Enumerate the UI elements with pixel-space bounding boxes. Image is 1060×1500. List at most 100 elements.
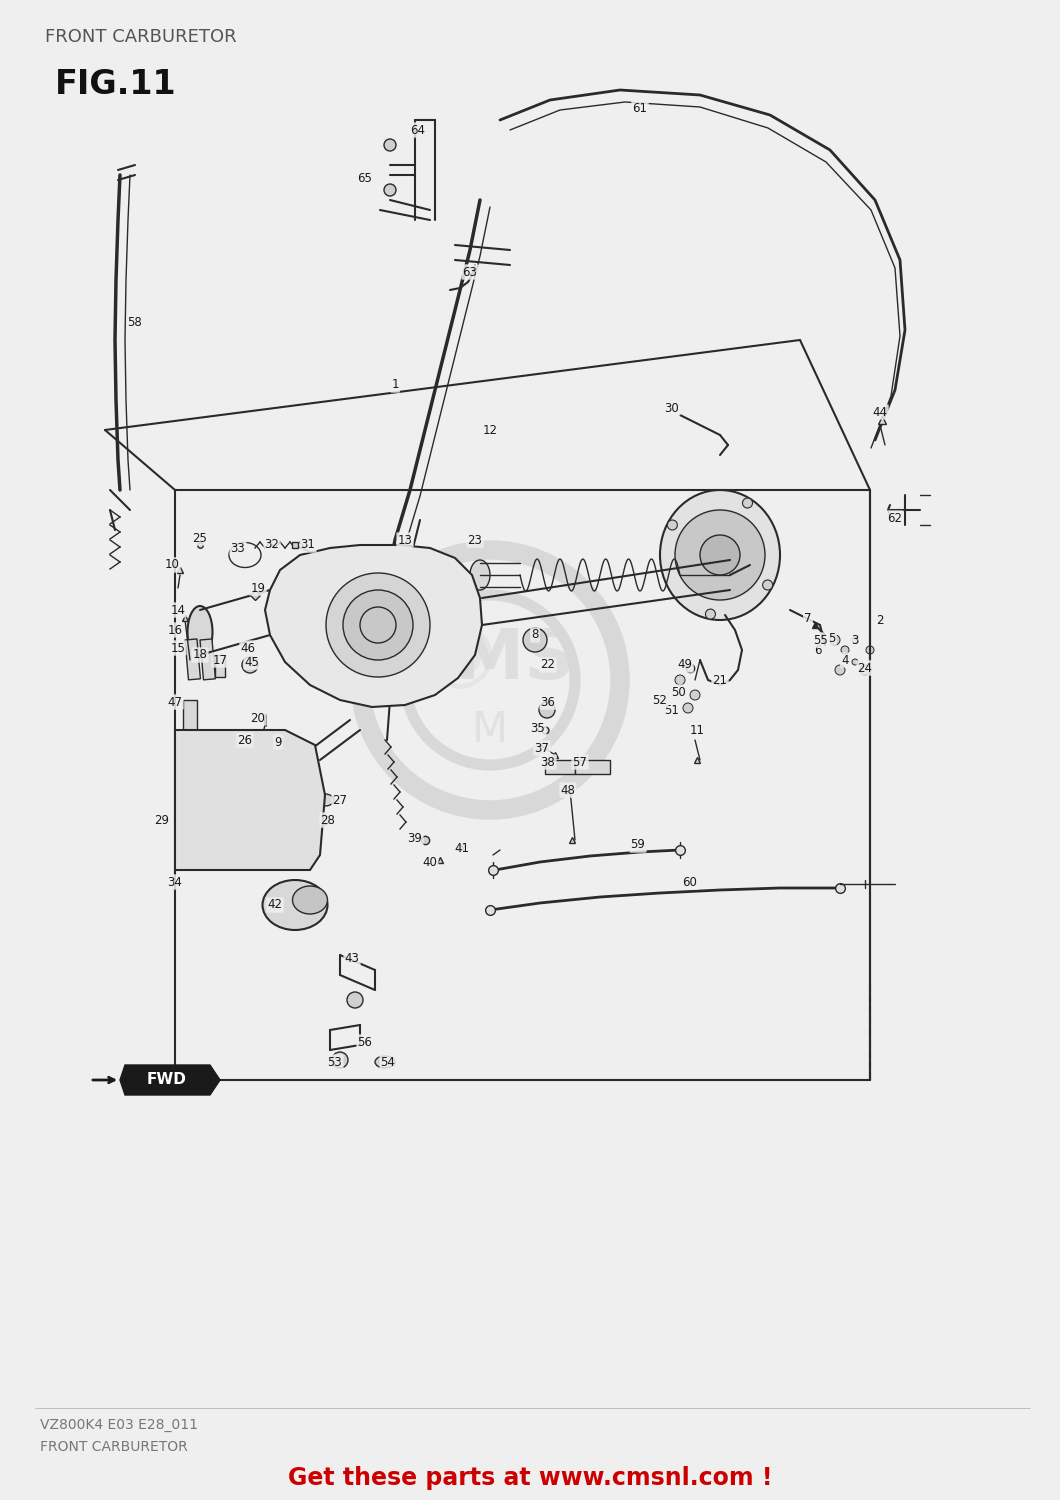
Ellipse shape [263,880,328,930]
Text: 61: 61 [633,102,648,114]
Bar [575,760,610,774]
Circle shape [347,992,363,1008]
Text: 43: 43 [344,951,359,964]
Text: 44: 44 [872,405,887,418]
Circle shape [384,140,396,152]
Text: CMS: CMS [405,627,576,693]
Text: 18: 18 [193,648,208,662]
Ellipse shape [470,560,490,590]
Text: 6: 6 [814,644,822,657]
Circle shape [538,702,555,718]
Text: 37: 37 [534,741,549,754]
Text: 60: 60 [683,876,697,888]
Circle shape [332,1052,348,1068]
Text: 7: 7 [805,612,812,624]
Circle shape [523,628,547,652]
Text: 8: 8 [531,628,538,642]
Text: 38: 38 [541,756,555,768]
Circle shape [343,590,413,660]
Circle shape [852,638,858,644]
Text: 12: 12 [482,423,497,436]
Text: VZ800K4 E03 E28_011: VZ800K4 E03 E28_011 [40,1418,198,1432]
Text: Get these parts at www.cmsnl.com !: Get these parts at www.cmsnl.com ! [287,1466,773,1490]
Polygon shape [175,730,325,870]
Circle shape [860,664,870,675]
Circle shape [242,657,258,674]
Bar [186,639,200,680]
Text: 46: 46 [241,642,255,654]
Ellipse shape [293,886,328,914]
Text: 19: 19 [250,582,265,594]
Text: 25: 25 [193,531,208,544]
Text: 52: 52 [653,693,668,706]
Circle shape [668,520,677,530]
Text: 59: 59 [631,839,646,852]
Bar [215,656,225,676]
Circle shape [762,580,773,590]
Text: 39: 39 [407,831,423,844]
Text: 10: 10 [164,558,179,572]
Text: M: M [472,710,508,752]
Text: 31: 31 [301,538,316,552]
Text: 4: 4 [842,654,849,666]
Circle shape [866,646,874,654]
Text: 33: 33 [231,542,245,555]
Text: 34: 34 [167,876,182,888]
Text: 22: 22 [541,658,555,672]
Text: 32: 32 [265,538,280,552]
Text: 27: 27 [333,794,348,807]
Text: 28: 28 [320,813,335,826]
Circle shape [384,184,396,196]
Text: 14: 14 [171,603,185,616]
Text: 13: 13 [398,534,412,546]
Circle shape [700,536,740,574]
Circle shape [178,738,192,752]
Ellipse shape [188,606,212,658]
Text: FRONT CARBURETOR: FRONT CARBURETOR [40,1440,188,1454]
Text: 9: 9 [275,735,282,748]
Circle shape [690,690,700,700]
Circle shape [835,664,845,675]
Text: 62: 62 [887,512,902,525]
Text: 3: 3 [851,633,859,646]
Text: 24: 24 [858,662,872,675]
Polygon shape [265,544,482,706]
Text: 17: 17 [212,654,228,666]
Text: 35: 35 [531,722,546,735]
Bar [200,639,215,680]
Text: 5: 5 [828,632,835,645]
Text: 15: 15 [171,642,185,654]
Text: 36: 36 [541,696,555,708]
Text: 63: 63 [462,266,477,279]
Text: 20: 20 [250,711,265,724]
Text: 56: 56 [357,1035,372,1048]
Text: FWD: FWD [147,1072,187,1088]
Circle shape [675,675,685,686]
Text: 41: 41 [455,842,470,855]
Text: 65: 65 [357,171,372,184]
Bar [183,700,197,746]
Text: 48: 48 [561,783,576,796]
Text: FRONT CARBURETOR: FRONT CARBURETOR [45,28,236,46]
Text: 64: 64 [410,123,425,136]
Text: 16: 16 [167,624,182,636]
Text: 21: 21 [712,674,727,687]
Text: 11: 11 [689,723,705,736]
Text: 30: 30 [665,402,679,414]
Ellipse shape [316,794,334,806]
Text: 51: 51 [665,704,679,717]
Ellipse shape [660,490,780,620]
Ellipse shape [311,815,329,827]
Text: 45: 45 [245,656,260,669]
Text: 47: 47 [167,696,182,708]
Text: 54: 54 [381,1056,395,1068]
Text: 26: 26 [237,734,252,747]
Text: 23: 23 [467,534,482,546]
Circle shape [326,573,430,676]
Text: FIG.11: FIG.11 [55,68,177,100]
Text: 57: 57 [572,756,587,768]
Text: 42: 42 [267,898,283,912]
Circle shape [675,510,765,600]
Circle shape [178,853,192,867]
Text: 50: 50 [671,686,686,699]
